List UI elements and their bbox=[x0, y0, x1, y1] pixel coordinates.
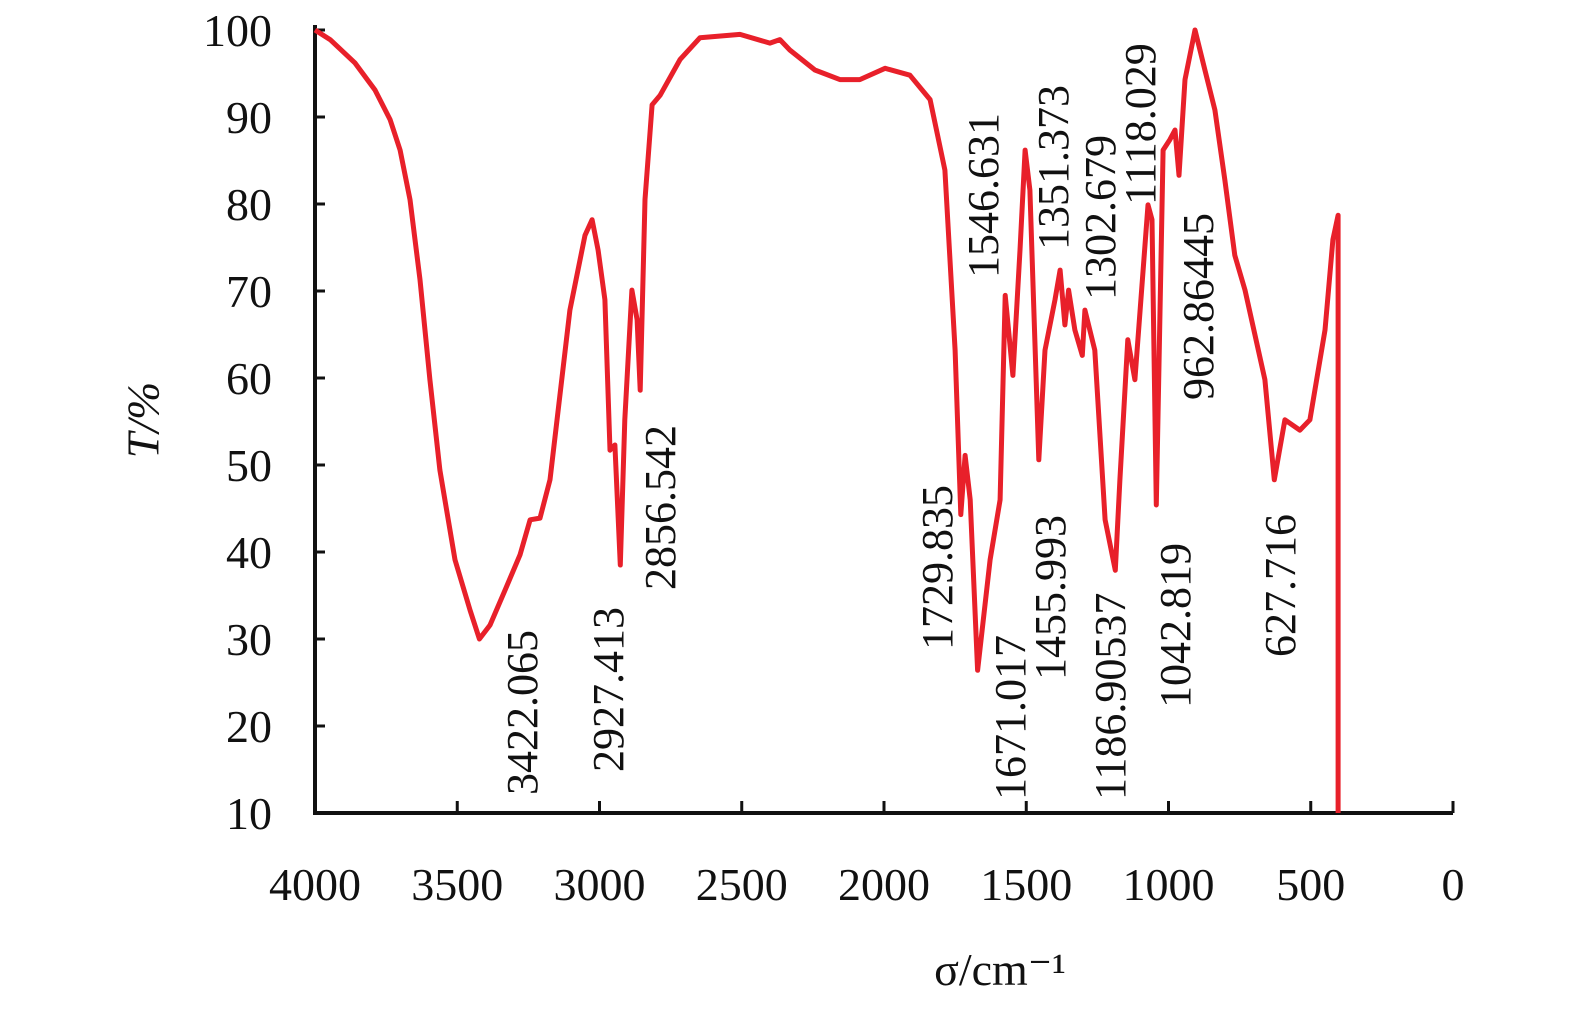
peak-label: 1729.835 bbox=[913, 485, 962, 650]
y-tick-label: 40 bbox=[226, 527, 272, 578]
peak-label: 962.86445 bbox=[1174, 213, 1223, 400]
spectrum-line bbox=[313, 27, 1341, 813]
x-axis-title: σ/cm⁻¹ bbox=[934, 944, 1066, 995]
peak-label: 1186.90537 bbox=[1086, 593, 1135, 800]
y-tick-label: 20 bbox=[226, 701, 272, 752]
peak-label: 627.716 bbox=[1256, 514, 1305, 657]
peak-label: 2927.413 bbox=[584, 607, 633, 772]
peak-label: 1671.017 bbox=[986, 635, 1035, 800]
y-tick-label: 60 bbox=[226, 353, 272, 404]
peak-label: 1042.819 bbox=[1151, 543, 1200, 708]
peak-label: 1455.993 bbox=[1026, 515, 1075, 680]
y-tick-label: 30 bbox=[226, 614, 272, 665]
y-tick-label: 80 bbox=[226, 179, 272, 230]
x-tick-label: 3000 bbox=[554, 859, 646, 910]
peak-label: 2856.542 bbox=[636, 425, 685, 590]
x-tick-label: 2000 bbox=[838, 859, 930, 910]
x-tick-label: 1500 bbox=[980, 859, 1072, 910]
x-tick-label: 1000 bbox=[1123, 859, 1215, 910]
y-tick-label: 50 bbox=[226, 440, 272, 491]
x-tick-label: 2500 bbox=[696, 859, 788, 910]
peak-label: 1118.029 bbox=[1116, 43, 1165, 205]
x-tick-label: 4000 bbox=[269, 859, 361, 910]
peak-label: 1302.679 bbox=[1076, 135, 1125, 300]
x-tick-label: 500 bbox=[1276, 859, 1345, 910]
y-tick-label: 70 bbox=[226, 266, 272, 317]
y-tick-label: 100 bbox=[203, 5, 272, 56]
y-tick-label: 90 bbox=[226, 92, 272, 143]
peak-label: 1351.373 bbox=[1029, 85, 1078, 250]
y-axis-title: T/% bbox=[118, 382, 169, 459]
x-tick-label: 3500 bbox=[411, 859, 503, 910]
peak-label: 3422.065 bbox=[498, 630, 547, 795]
x-tick-label: 0 bbox=[1442, 859, 1465, 910]
peak-label: 1546.631 bbox=[959, 113, 1008, 278]
y-tick-label: 10 bbox=[226, 788, 272, 839]
